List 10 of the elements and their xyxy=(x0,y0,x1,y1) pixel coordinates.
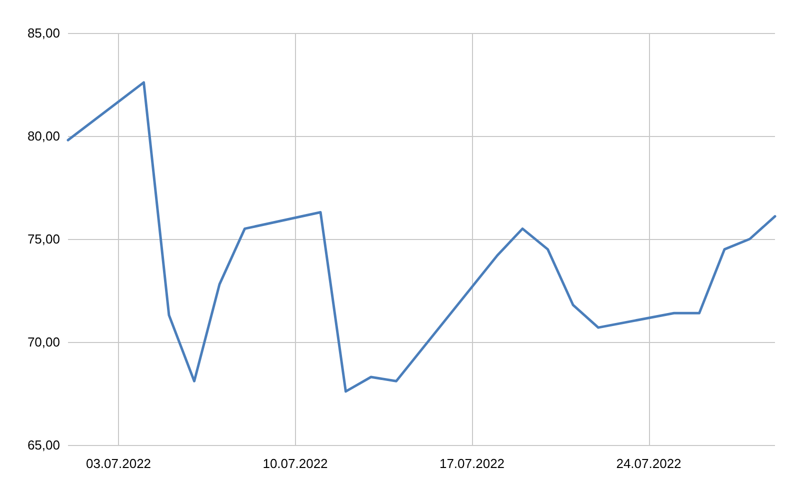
x-tick-label: 03.07.2022 xyxy=(86,456,152,471)
y-tick-label: 65,00 xyxy=(27,438,60,452)
line-series xyxy=(66,81,776,393)
x-tick-label: 10.07.2022 xyxy=(262,456,328,471)
y-tick-label: 85,00 xyxy=(27,26,60,40)
y-tick-label: 75,00 xyxy=(27,232,60,246)
y-tick-label: 70,00 xyxy=(27,334,60,350)
x-tick-label: 17.07.2022 xyxy=(439,456,505,471)
x-tick-label: 24.07.2022 xyxy=(616,456,682,471)
y-tick-label: 80,00 xyxy=(27,128,60,144)
